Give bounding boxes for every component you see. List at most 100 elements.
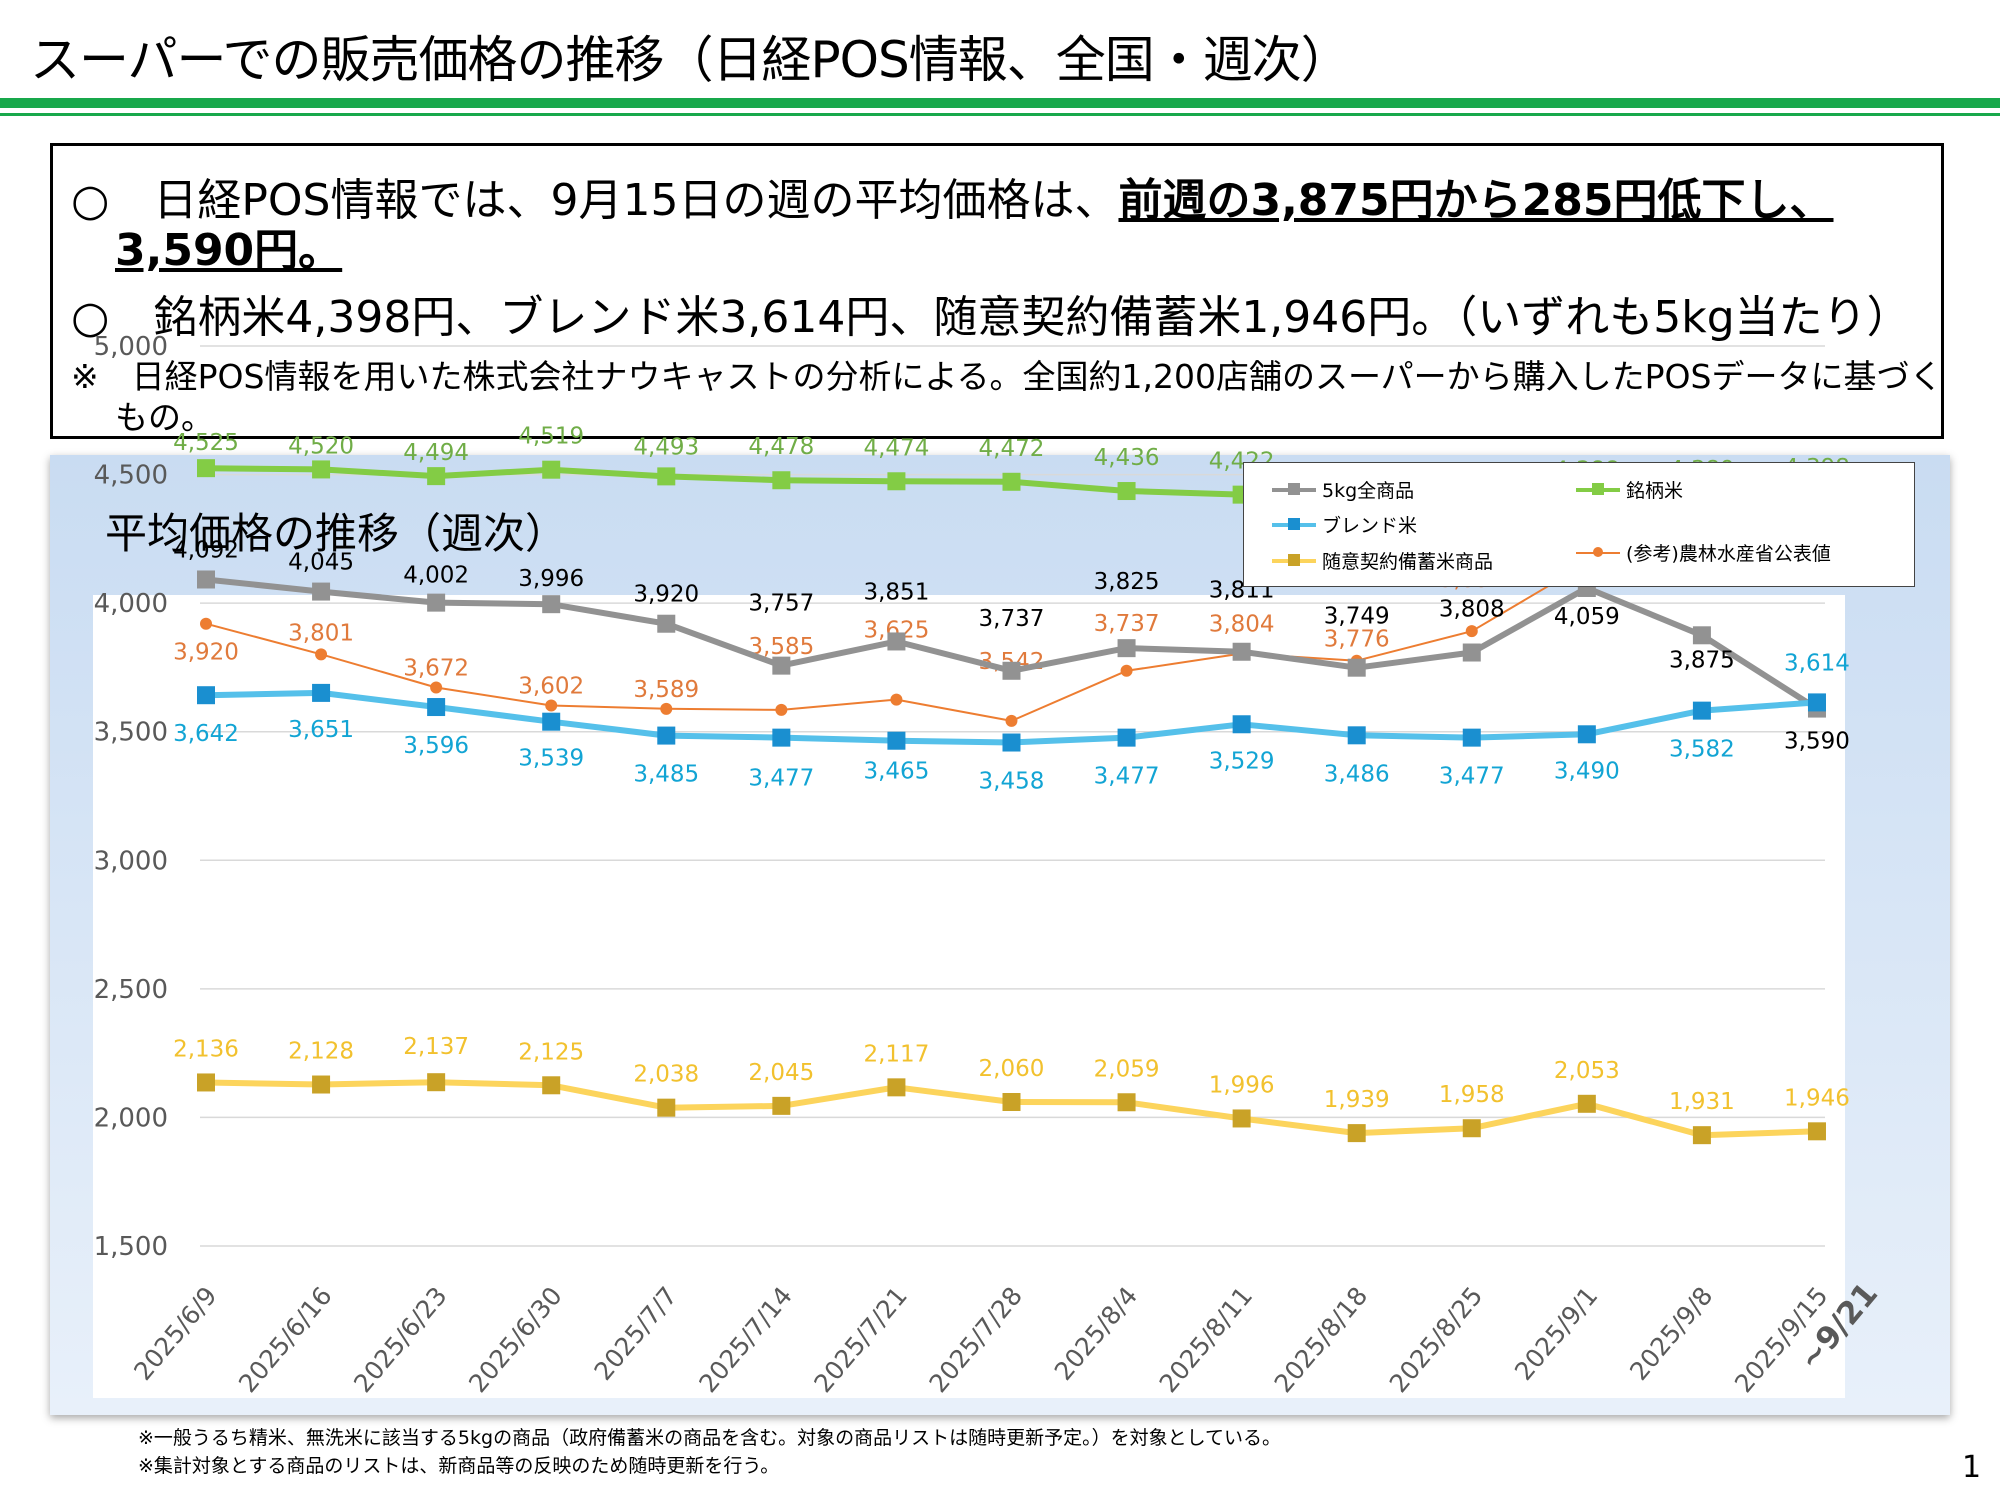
- data-label: 3,651: [288, 717, 354, 743]
- data-label: 3,582: [1669, 737, 1735, 763]
- data-point: [887, 731, 906, 750]
- data-label: 2,038: [633, 1062, 699, 1088]
- legend-label: 5kg全商品: [1322, 480, 1415, 502]
- data-label: 3,875: [1669, 647, 1735, 673]
- data-label: 3,602: [518, 673, 584, 699]
- data-point: [775, 703, 788, 716]
- data-point: [1232, 642, 1251, 661]
- data-label: 2,125: [518, 1039, 584, 1065]
- legend-item: ブレンド米: [1272, 511, 1417, 538]
- legend-swatch: [1576, 482, 1620, 498]
- data-label: 4,519: [518, 424, 584, 450]
- data-point: [1117, 1093, 1136, 1112]
- data-point: [1002, 472, 1021, 491]
- data-point: [427, 593, 446, 612]
- series-ブレンド米: 3,642 3,651 3,596 3,539 3,485 3,477 3,465 3,458…: [173, 650, 1850, 794]
- data-label: 3,920: [173, 640, 239, 666]
- data-point: [887, 632, 906, 651]
- data-point: [427, 698, 446, 717]
- data-point: [1232, 715, 1251, 734]
- data-point: [1005, 714, 1018, 727]
- data-point: [427, 1073, 446, 1092]
- legend-item: 随意契約備蓄米商品: [1272, 547, 1493, 574]
- data-point: [1002, 1093, 1021, 1112]
- x-tick-label: 2025/8/18: [1269, 1281, 1374, 1398]
- data-label: 3,486: [1324, 761, 1390, 787]
- data-label: 3,737: [979, 606, 1045, 632]
- data-point: [1002, 661, 1021, 680]
- data-label: 3,529: [1209, 748, 1275, 774]
- data-point: [1462, 1119, 1481, 1138]
- data-label: 3,596: [403, 733, 469, 759]
- data-label: 2,117: [863, 1041, 929, 1067]
- data-point: [1117, 482, 1136, 501]
- data-point: [197, 686, 215, 705]
- data-label: 3,642: [173, 721, 239, 747]
- page-number: 1: [1962, 1450, 1982, 1485]
- data-point: [542, 460, 561, 479]
- legend-swatch: [1272, 482, 1316, 498]
- data-label: 3,808: [1439, 597, 1505, 623]
- x-tick-label: 2025/8/4: [1049, 1281, 1143, 1386]
- data-label: 3,672: [403, 655, 469, 681]
- data-point: [657, 614, 676, 633]
- y-tick-label: 1,500: [94, 1232, 168, 1262]
- data-point: [772, 1096, 791, 1115]
- data-point: [1807, 1122, 1826, 1141]
- data-point: [315, 648, 328, 661]
- data-label: 2,060: [979, 1056, 1045, 1082]
- data-point: [197, 1073, 215, 1092]
- x-tick-label: 2025/8/11: [1154, 1281, 1259, 1398]
- x-tick-label: 2025/7/28: [923, 1281, 1028, 1398]
- data-label: 4,494: [403, 440, 469, 466]
- summary-bullet-1-continued: 3,590円。: [115, 225, 343, 276]
- data-point: [1692, 1126, 1711, 1145]
- y-tick-label: 2,000: [94, 1103, 168, 1133]
- x-tick-label: 2025/7/7: [588, 1281, 682, 1386]
- x-tick-label: 2025/8/25: [1384, 1281, 1489, 1398]
- data-point: [1232, 1109, 1251, 1128]
- footnote-1: ※一般うるち精米、無洗米に該当する5kgの商品（政府備蓄米の商品を含む。対象の商…: [138, 1427, 1282, 1449]
- data-label: 4,525: [173, 430, 239, 456]
- footnote-2: ※集計対象とする商品のリストは、新商品等の反映のため随時更新を行う。: [138, 1455, 780, 1477]
- data-label: 1,939: [1324, 1087, 1390, 1113]
- data-label: 3,801: [288, 620, 354, 646]
- data-label: 3,996: [518, 566, 584, 592]
- data-point: [1347, 726, 1366, 745]
- legend-label: 銘柄米: [1626, 480, 1684, 502]
- data-label: 3,614: [1784, 650, 1850, 676]
- data-label: 3,590: [1784, 729, 1850, 755]
- data-label: 3,477: [1439, 764, 1505, 790]
- data-point: [1347, 1124, 1366, 1143]
- footnotes: ※一般うるち精米、無洗米に該当する5kgの商品（政府備蓄米の商品を含む。対象の商…: [138, 1424, 1281, 1480]
- data-label: 4,520: [288, 433, 354, 459]
- summary-box: ○ 日経POS情報では、9月15日の週の平均価格は、前週の3,875円から285…: [50, 143, 1944, 439]
- data-point: [1347, 658, 1366, 677]
- chart-legend: 5kg全商品 銘柄米ブレンド米随意契約備蓄米商品 (参考)農林水産省公表値: [1243, 462, 1915, 587]
- summary-note-continued: もの。: [115, 398, 214, 437]
- data-label: 3,477: [1094, 764, 1160, 790]
- data-point: [1120, 664, 1133, 677]
- data-point: [312, 582, 331, 601]
- data-label: 2,137: [403, 1034, 469, 1060]
- summary-bullet-1-text: ○ 日経POS情報では、9月15日の週の平均価格は、: [71, 175, 1119, 226]
- data-point: [1465, 625, 1478, 638]
- y-tick-label: 3,500: [94, 718, 168, 748]
- data-point: [200, 617, 212, 630]
- data-point: [772, 728, 791, 747]
- series-5kg全商品: 4,092 4,045 4,002 3,996 3,920 3,757 3,851 3,737…: [173, 537, 1850, 754]
- data-label: 3,804: [1209, 612, 1275, 638]
- x-tick-label: 2025/6/16: [233, 1281, 338, 1398]
- legend-item: 5kg全商品: [1272, 476, 1414, 503]
- summary-bullet-1: ○ 日経POS情報では、9月15日の週の平均価格は、前週の3,875円から285…: [71, 164, 1834, 228]
- data-point: [312, 683, 331, 702]
- legend-label: (参考)農林水産省公表値: [1626, 543, 1831, 565]
- x-axis: 2025/6/9 2025/6/16 2025/6/23 2025/6/30 2025/…: [128, 1276, 1885, 1398]
- data-label: 4,436: [1094, 445, 1160, 471]
- data-point: [542, 595, 561, 614]
- header-rule-thin: [0, 113, 2000, 116]
- data-label: 1,958: [1439, 1082, 1505, 1108]
- data-point: [545, 699, 558, 712]
- data-point: [1692, 626, 1711, 645]
